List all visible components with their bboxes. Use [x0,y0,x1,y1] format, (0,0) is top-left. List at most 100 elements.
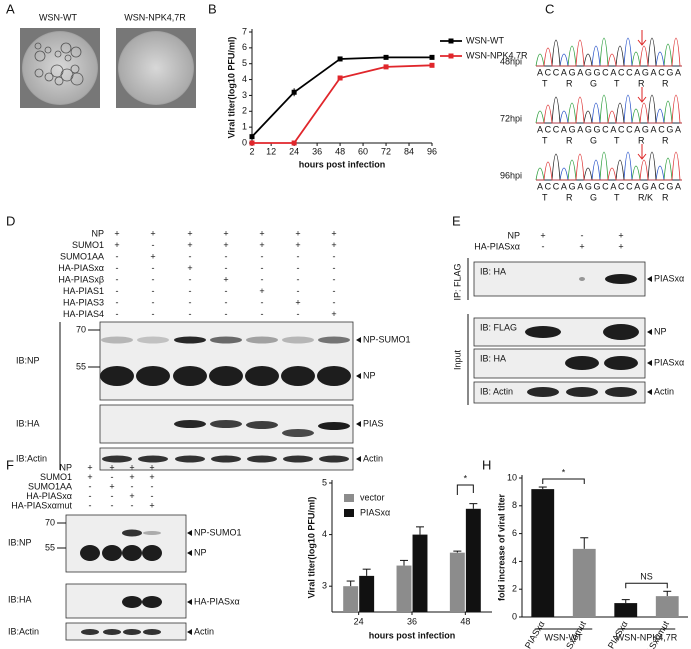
band [211,455,241,463]
y-tick-label: 2 [512,584,517,594]
y-tick-label: 8 [512,500,517,510]
band [123,629,141,635]
band [122,529,142,537]
sign: - [189,297,192,307]
band [283,455,313,463]
arrowhead [356,456,361,462]
blot-label: IB: HA [480,266,506,276]
x-axis-label: hours post infection [299,159,386,169]
arrowhead [187,530,192,536]
x-axis-label: hours post infection [369,630,456,640]
condition-label: HA-PIASxα [58,263,104,273]
sign: + [129,472,134,482]
amino-acid: R [662,78,669,88]
arrowhead [647,389,652,395]
annotation: * [464,473,468,483]
amino-acid: T [542,78,548,88]
y-tick-label: 4 [512,556,517,566]
band [210,420,242,428]
y-tick-label: 6 [512,528,517,538]
amino-acid: G [590,192,597,202]
band [209,366,243,386]
x-tick-label: 72 [381,146,391,156]
chromatogram-trace [536,151,682,181]
legend-label: PIASxα [360,507,390,517]
timepoint-label: 72hpi [500,113,522,123]
sign: + [187,263,192,273]
blot-label: IB: FLAG [480,322,517,332]
plaque [64,54,72,62]
panel-letter: F [6,457,14,472]
arrowhead [187,629,192,635]
y-tick-label: 5 [242,58,247,68]
sign: - [225,297,228,307]
band [525,326,561,338]
arrowhead [647,276,652,282]
amino-acid: T [614,192,620,202]
sign: - [297,263,300,273]
legend-swatch [344,494,354,502]
sign: - [333,263,336,273]
y-tick-label: 7 [242,26,247,36]
band [143,629,161,635]
sign: - [152,263,155,273]
sign: - [152,240,155,250]
band [143,531,161,535]
band [122,596,142,608]
condition-label: HA-PIASxαmut [11,500,72,510]
panel-letter: D [6,213,15,228]
sign: - [297,309,300,319]
y-tick-label: 1 [242,122,247,132]
mw-marker: 70 [76,324,86,334]
mw-marker: 55 [76,361,86,371]
sign: - [116,251,119,261]
amino-acid: R [638,135,645,145]
sign: - [111,491,114,501]
point [383,64,389,70]
point [429,62,435,68]
sign: + [295,297,300,307]
band [605,274,637,284]
bar [359,575,375,612]
band [137,336,169,344]
sign: + [223,228,228,238]
sign: + [295,228,300,238]
band [142,545,162,561]
band-label: PIAS [363,418,384,428]
y-axis-label: Viral titer(log10 PFU/ml) [226,37,236,139]
sign: - [225,286,228,296]
plaque [34,50,46,62]
band [247,455,277,463]
band [173,366,207,386]
sign: + [618,230,623,240]
band [174,336,206,344]
sign: - [151,491,154,501]
bar [396,565,412,612]
sign: + [259,240,264,250]
x-tick-label: 12 [266,146,276,156]
sign: - [261,297,264,307]
sign: - [151,481,154,491]
sign: + [187,228,192,238]
y-tick-label: 10 [507,472,517,482]
point [429,54,435,60]
band [318,422,350,430]
blot-label: IB: HA [480,353,506,363]
x-tick-label: 60 [358,146,368,156]
bar [343,586,359,612]
arrowhead [356,373,361,379]
sign: - [152,274,155,284]
significance-bracket [625,582,668,589]
band [317,366,351,386]
arrowhead [356,421,361,427]
band-label: NP [363,370,376,380]
sign: + [579,241,584,251]
sign: + [331,228,336,238]
sign: - [261,309,264,319]
sign: + [259,286,264,296]
sign: + [149,472,154,482]
timepoint-label: 96hpi [500,170,522,180]
sign: + [223,240,228,250]
sign: + [618,241,623,251]
condition-label: SUMO1AA [28,481,72,491]
